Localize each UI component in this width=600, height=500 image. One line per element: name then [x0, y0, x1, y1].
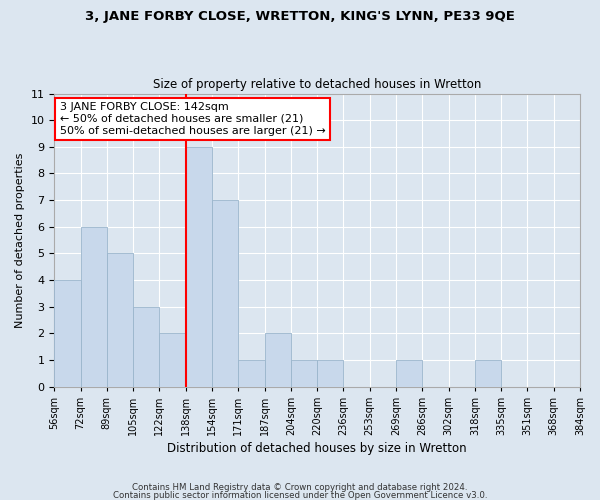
Bar: [107, 254, 133, 386]
Title: Size of property relative to detached houses in Wretton: Size of property relative to detached ho…: [153, 78, 481, 91]
Bar: [317, 360, 343, 386]
Bar: [238, 360, 265, 386]
Bar: [133, 306, 160, 386]
Bar: [80, 227, 107, 386]
X-axis label: Distribution of detached houses by size in Wretton: Distribution of detached houses by size …: [167, 442, 467, 455]
Text: 3 JANE FORBY CLOSE: 142sqm
← 50% of detached houses are smaller (21)
50% of semi: 3 JANE FORBY CLOSE: 142sqm ← 50% of deta…: [59, 102, 325, 136]
Bar: [186, 147, 212, 386]
Bar: [396, 360, 422, 386]
Bar: [54, 280, 80, 386]
Bar: [291, 360, 317, 386]
Bar: [475, 360, 501, 386]
Bar: [212, 200, 238, 386]
Text: Contains public sector information licensed under the Open Government Licence v3: Contains public sector information licen…: [113, 490, 487, 500]
Y-axis label: Number of detached properties: Number of detached properties: [15, 152, 25, 328]
Text: 3, JANE FORBY CLOSE, WRETTON, KING'S LYNN, PE33 9QE: 3, JANE FORBY CLOSE, WRETTON, KING'S LYN…: [85, 10, 515, 23]
Bar: [160, 334, 186, 386]
Text: Contains HM Land Registry data © Crown copyright and database right 2024.: Contains HM Land Registry data © Crown c…: [132, 484, 468, 492]
Bar: [265, 334, 291, 386]
